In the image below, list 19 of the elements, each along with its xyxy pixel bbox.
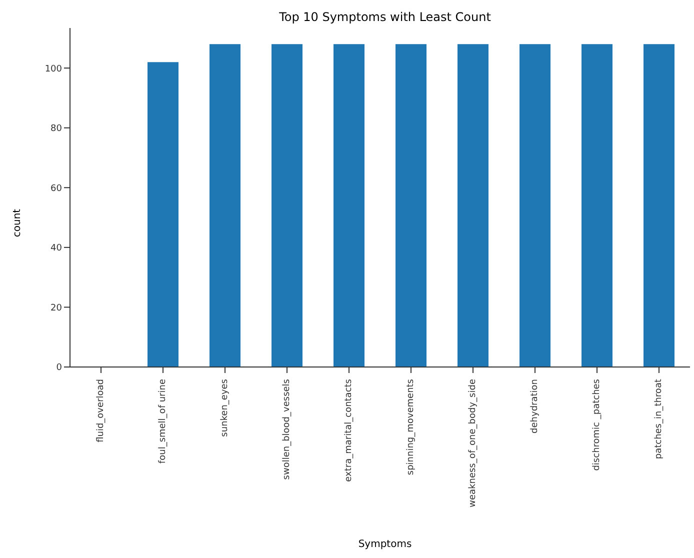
x-tick-label: extra_marital_contacts: [344, 378, 354, 482]
x-tick-label: sunken_eyes: [220, 378, 230, 437]
y-tick-label: 0: [56, 363, 62, 374]
chart-title: Top 10 Symptoms with Least Count: [278, 10, 492, 24]
y-tick-label: 20: [50, 303, 62, 314]
x-tick-label: weakness_of_one_body_side: [468, 378, 478, 508]
x-tick-label: dehydration: [530, 379, 540, 434]
x-tick-label: dischromic _patches: [592, 378, 602, 471]
x-tick-label: patches_in_throat: [654, 378, 664, 460]
x-tick-label: fluid_overload: [96, 379, 106, 442]
x-tick-label: foul_smell_of urine: [158, 378, 168, 464]
y-tick-label: 80: [50, 124, 62, 134]
x-tick-label: spinning_movements: [406, 378, 416, 476]
y-tick-label: 60: [50, 184, 62, 194]
y-tick-label: 40: [50, 244, 62, 254]
y-tick-label: 100: [44, 64, 62, 74]
y-axis-title: count: [12, 208, 23, 238]
x-tick-label: swollen_blood_vessels: [282, 378, 292, 480]
x-axis-title: Symptoms: [357, 539, 413, 550]
